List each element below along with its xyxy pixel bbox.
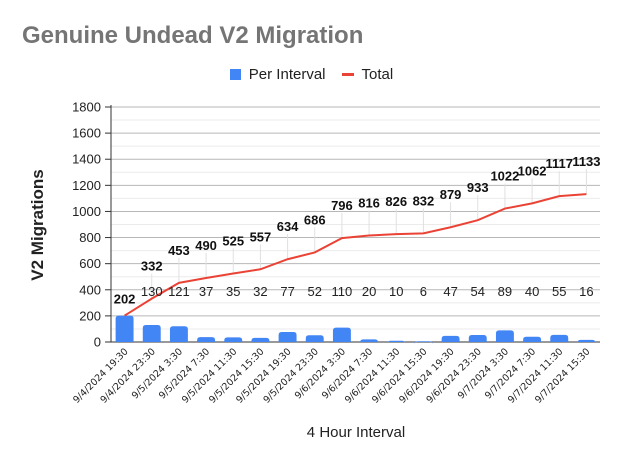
y-tick-label: 200 (79, 308, 101, 323)
bar-data-label: 6 (420, 284, 427, 299)
bar-data-label: 10 (389, 284, 403, 299)
bar[interactable] (523, 336, 542, 342)
total-data-label: 634 (277, 219, 299, 234)
bar[interactable] (251, 337, 270, 342)
total-data-label: 686 (304, 212, 326, 227)
total-data-label: 933 (467, 180, 489, 195)
bar-swatch-icon (229, 69, 241, 80)
bar-data-label: 121 (168, 284, 190, 299)
total-data-label: 879 (440, 187, 462, 202)
bar[interactable] (305, 335, 324, 342)
bar-data-label: 110 (332, 284, 353, 299)
total-data-label: 490 (195, 238, 217, 253)
total-data-label: 453 (168, 243, 190, 258)
legend-item-per-interval[interactable]: Per Interval (229, 66, 326, 83)
y-tick-label: 600 (79, 256, 101, 271)
bar[interactable] (115, 315, 134, 342)
total-data-label: 332 (141, 259, 163, 274)
total-data-label: 832 (413, 193, 435, 208)
legend-item-total[interactable]: Total (341, 66, 394, 83)
bar-data-label: 35 (226, 284, 240, 299)
bar-data-label: 37 (199, 284, 213, 299)
total-data-label: 1133 (572, 154, 600, 169)
line-swatch-icon (341, 73, 354, 76)
bar[interactable] (169, 326, 188, 342)
total-data-label: 1062 (518, 163, 547, 178)
bar-data-label: 16 (579, 284, 593, 299)
bar-data-label: 52 (308, 284, 322, 299)
y-tick-label: 1800 (72, 100, 101, 115)
bar[interactable] (224, 337, 243, 342)
total-data-label: 796 (331, 198, 353, 213)
bar[interactable] (332, 327, 351, 342)
y-tick-label: 0 (94, 335, 101, 350)
bar[interactable] (577, 339, 596, 343)
total-data-label: 1117 (546, 156, 574, 171)
y-tick-label: 1000 (72, 204, 101, 219)
legend: Per Interval Total (0, 66, 623, 83)
bar-data-label: 40 (525, 284, 539, 299)
total-data-label: 816 (358, 195, 380, 210)
bar[interactable] (360, 339, 379, 343)
bar[interactable] (550, 334, 569, 342)
y-tick-label: 1600 (72, 126, 101, 141)
bar[interactable] (387, 340, 406, 344)
x-axis-label: 4 Hour Interval (306, 424, 406, 441)
y-tick-label: 800 (79, 230, 101, 245)
total-data-label: 557 (250, 229, 272, 244)
chart-title: Genuine Undead V2 Migration (22, 22, 364, 49)
total-line[interactable] (124, 193, 587, 317)
bar[interactable] (142, 325, 161, 342)
bar-data-label: 20 (362, 284, 376, 299)
total-data-label: 202 (114, 292, 136, 307)
bar-data-label: 130 (141, 284, 163, 299)
y-tick-label: 1200 (72, 178, 101, 193)
bar[interactable] (441, 335, 460, 342)
total-data-label: 826 (385, 194, 407, 209)
bar-data-label: 89 (498, 284, 512, 299)
bar-data-label: 32 (253, 284, 267, 299)
bar-data-label: 55 (552, 284, 566, 299)
bar-data-label: 47 (443, 284, 457, 299)
legend-label: Per Interval (248, 66, 326, 83)
total-data-label: 525 (222, 233, 244, 248)
bar[interactable] (468, 334, 487, 342)
bar[interactable] (495, 330, 514, 342)
bar-data-label: 54 (471, 284, 485, 299)
bar[interactable] (197, 337, 216, 342)
total-data-label: 1022 (490, 169, 519, 184)
legend-label: Total (361, 66, 394, 83)
bar[interactable] (414, 341, 433, 345)
y-tick-label: 1400 (72, 152, 101, 167)
bar[interactable] (278, 331, 297, 342)
y-tick-label: 400 (79, 282, 101, 297)
bar-data-label: 77 (280, 284, 294, 299)
